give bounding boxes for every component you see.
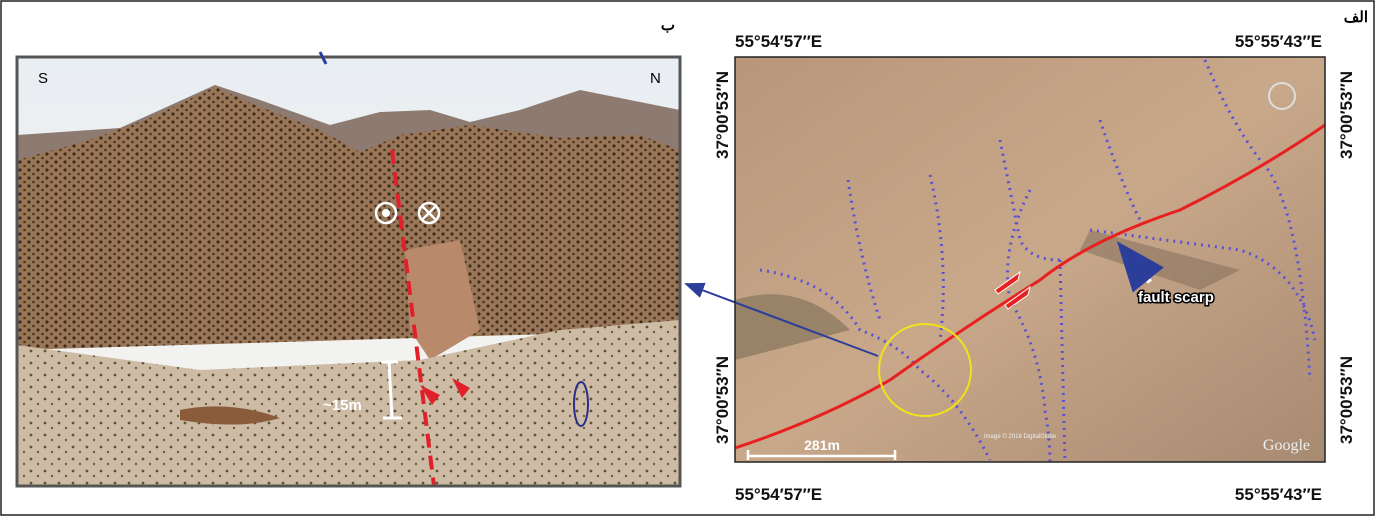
photo [17,52,680,486]
annotation: fault scarp [1138,289,1214,306]
coord-label: 37°00′53″N [1337,356,1356,444]
coord-label: 37°00′53″N [1337,71,1356,159]
coord-label: 55°55′43″E [1235,485,1322,504]
credit: Image © 2018 DigitalGlobe [984,433,1057,440]
direction-label: N [650,70,661,87]
coord-label: 37°00′53″N [713,71,732,159]
logo: Google [1263,437,1310,454]
coord-label: 37°00′53″N [713,356,732,444]
scale-label: 281m [804,437,840,453]
map [735,57,1325,462]
panel-label: الف [1344,9,1368,26]
coord-label: 55°55′43″E [1235,32,1322,51]
figure: الف ب S N ~15m fault scarp 281m Image © … [0,0,1375,516]
coord-label: 55°54′57″E [735,485,822,504]
offset-label: ~15m [323,397,362,414]
direction-label: S [38,70,48,87]
panel-label: ب [661,17,675,34]
coord-label: 55°54′57″E [735,32,822,51]
